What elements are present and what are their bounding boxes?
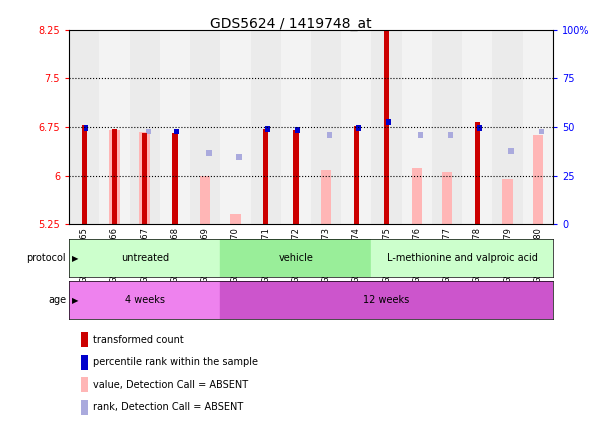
Bar: [475, 122, 480, 224]
Text: protocol: protocol: [26, 253, 66, 263]
Text: vehicle: vehicle: [278, 253, 313, 263]
Bar: [221, 30, 251, 224]
Bar: [160, 30, 190, 224]
Bar: [384, 7, 389, 224]
Bar: [190, 30, 221, 224]
Bar: [356, 125, 361, 131]
Bar: [82, 125, 87, 224]
Bar: [538, 129, 544, 135]
Text: value, Detection Call = ABSENT: value, Detection Call = ABSENT: [93, 380, 248, 390]
Bar: [371, 30, 401, 224]
Bar: [263, 129, 269, 224]
Bar: [353, 126, 359, 224]
Text: 4 weeks: 4 weeks: [125, 295, 165, 305]
Text: 12 weeks: 12 weeks: [364, 295, 410, 305]
Bar: [418, 132, 423, 138]
Bar: [412, 168, 422, 224]
Bar: [401, 30, 432, 224]
Bar: [477, 125, 481, 131]
Text: age: age: [48, 295, 66, 305]
Bar: [442, 172, 453, 224]
Bar: [206, 150, 212, 156]
Bar: [281, 30, 311, 224]
Bar: [492, 30, 523, 224]
Bar: [341, 30, 371, 224]
Bar: [112, 129, 117, 224]
Bar: [236, 154, 242, 160]
Text: L-methionine and valproic acid: L-methionine and valproic acid: [387, 253, 538, 263]
Bar: [174, 129, 179, 135]
Bar: [251, 30, 281, 224]
Bar: [432, 30, 462, 224]
Bar: [172, 133, 178, 224]
Bar: [230, 214, 241, 224]
Bar: [523, 30, 553, 224]
Bar: [327, 132, 332, 137]
Text: ▶: ▶: [72, 253, 79, 263]
Bar: [462, 30, 492, 224]
Bar: [293, 130, 299, 224]
Bar: [371, 239, 553, 277]
Bar: [69, 281, 221, 319]
Bar: [200, 176, 210, 224]
Bar: [221, 281, 553, 319]
Bar: [99, 30, 130, 224]
Bar: [221, 239, 371, 277]
Bar: [386, 119, 391, 125]
Text: rank, Detection Call = ABSENT: rank, Detection Call = ABSENT: [93, 402, 243, 412]
Bar: [142, 133, 147, 224]
Bar: [321, 170, 331, 224]
Text: percentile rank within the sample: percentile rank within the sample: [93, 357, 258, 367]
Bar: [265, 126, 270, 132]
Bar: [295, 127, 300, 133]
Text: untreated: untreated: [121, 253, 169, 263]
Bar: [130, 30, 160, 224]
Bar: [145, 129, 151, 135]
Text: transformed count: transformed count: [93, 335, 184, 345]
Text: GDS5624 / 1419748_at: GDS5624 / 1419748_at: [210, 17, 372, 31]
Bar: [69, 239, 221, 277]
Bar: [502, 179, 513, 224]
Bar: [532, 135, 543, 224]
Text: ▶: ▶: [72, 296, 79, 305]
Bar: [84, 125, 88, 131]
Bar: [311, 30, 341, 224]
Bar: [69, 30, 99, 224]
Bar: [139, 132, 150, 224]
Bar: [508, 148, 514, 154]
Bar: [109, 130, 120, 224]
Bar: [448, 132, 453, 138]
